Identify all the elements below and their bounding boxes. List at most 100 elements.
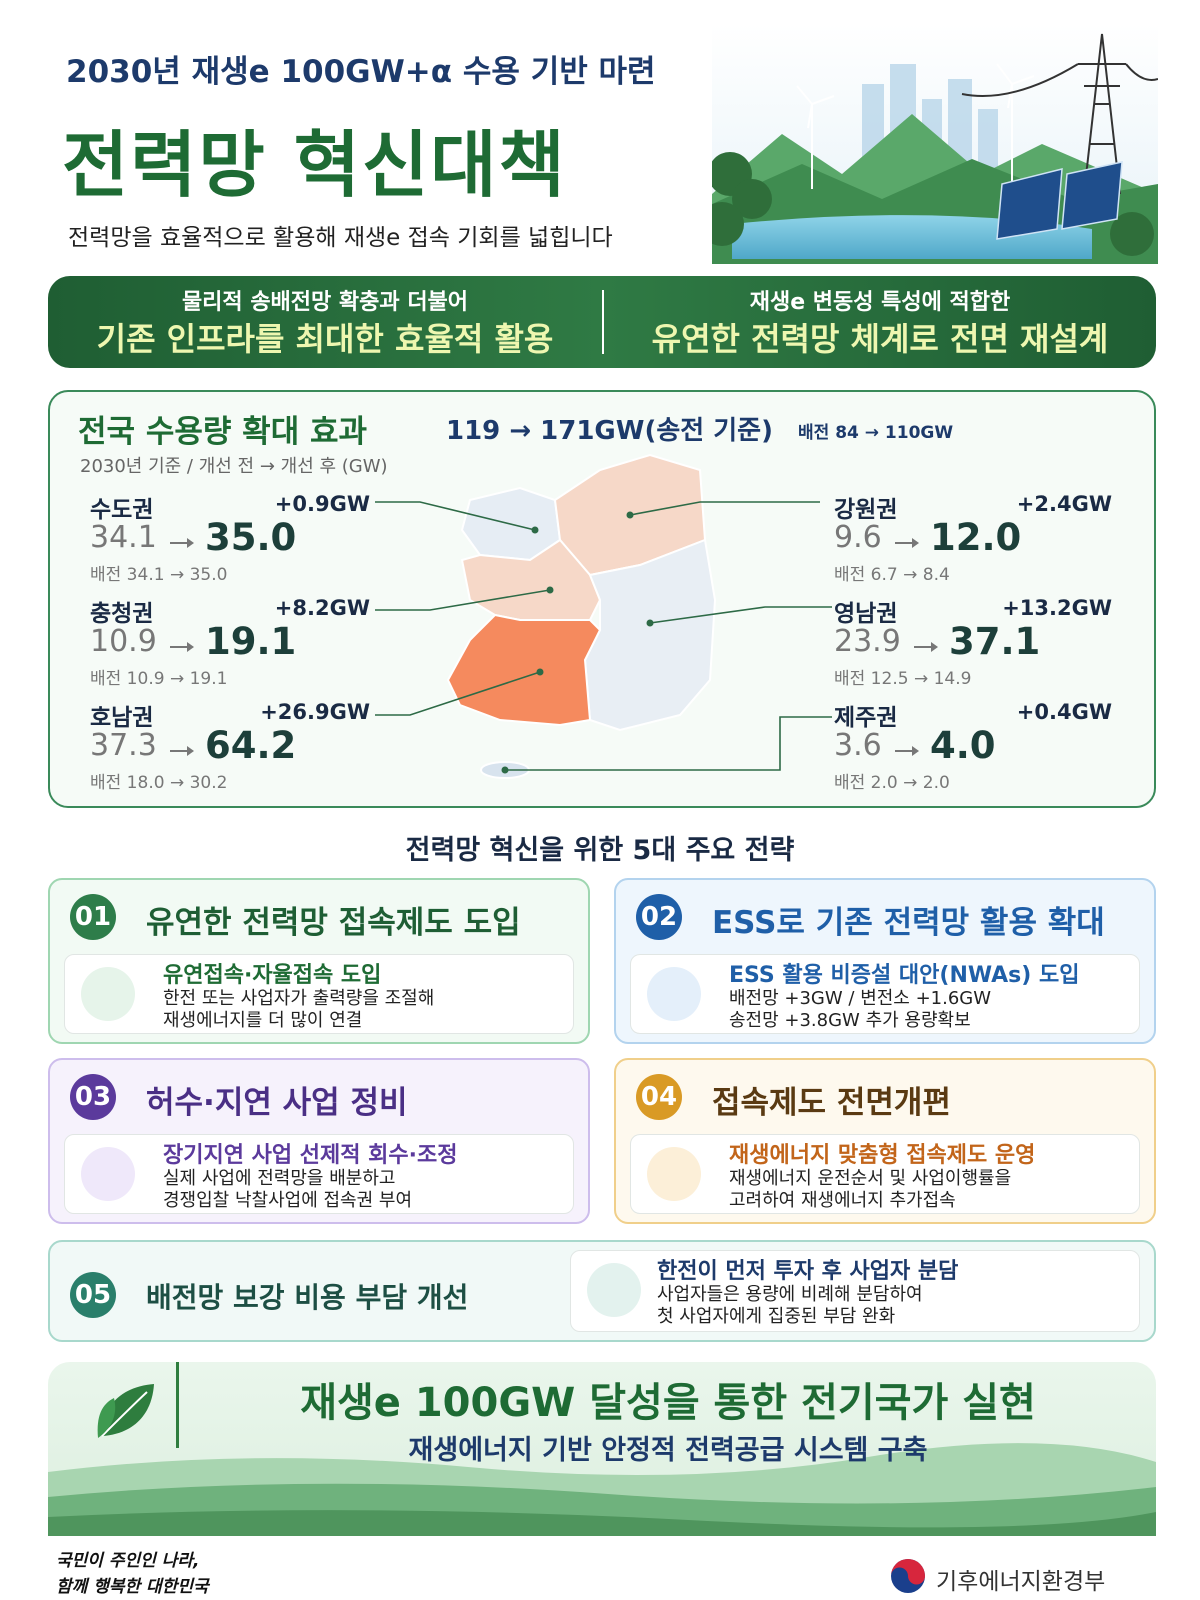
strategy-title: 허수·지연 사업 정비	[146, 1085, 408, 1121]
strategies-heading: 전력망 혁신을 위한 5대 주요 전략	[405, 835, 795, 866]
arrow	[895, 538, 919, 548]
strategy-detail: 장기지연 사업 선제적 회수·조정 실제 사업에 전력망을 배분하고 경쟁입찰 낙찰…	[64, 1134, 574, 1214]
strategy-icon	[81, 1147, 135, 1201]
arrow	[914, 642, 938, 652]
region-before: 9.6	[834, 520, 882, 555]
ministry-emblem	[891, 1559, 925, 1593]
korea-map	[375, 453, 832, 779]
region-gain: +26.9GW	[260, 700, 370, 724]
strategy-number: 01	[70, 894, 116, 940]
region-name: 호남권	[90, 705, 154, 731]
region-distribution: 배전 18.0 → 30.2	[90, 773, 228, 793]
strategy-item-title: 한전이 먼저 투자 후 사업자 분담	[657, 1259, 959, 1284]
strategy-title: ESS로 기존 전력망 활용 확대	[712, 905, 1105, 941]
region-gain: +2.4GW	[1016, 492, 1112, 516]
strategy-line: 경쟁입찰 낙찰사업에 접속권 부여	[163, 1190, 413, 1211]
leaf-icon	[97, 1384, 154, 1438]
banner-lead: 재생e 변동성 특성에 적합한	[749, 290, 1011, 315]
region-distribution: 배전 6.7 → 8.4	[834, 565, 950, 585]
region-after: 4.0	[930, 724, 996, 767]
strategy-icon	[647, 1147, 701, 1201]
capacity-distribution: 배전 84 → 110GW	[798, 423, 954, 443]
strategy-line: 한전 또는 사업자가 출력량을 조절해	[163, 988, 435, 1009]
region-name: 강원권	[834, 497, 898, 523]
region-name: 제주권	[834, 705, 898, 731]
strategy-item-title: ESS 활용 비증설 대안(NWAs) 도입	[729, 963, 1080, 988]
region-name: 수도권	[90, 497, 154, 523]
capacity-note: 2030년 기준 / 개선 전 → 개선 후 (GW)	[80, 456, 388, 477]
conclusion-panel	[48, 1362, 1156, 1536]
region-distribution: 배전 12.5 → 14.9	[834, 669, 972, 689]
banner-lead: 물리적 송배전망 확충과 더불어	[181, 290, 469, 315]
strategy-line: 재생에너지를 더 많이 연결	[163, 1010, 363, 1031]
header-tagline: 전력망을 효율적으로 활용해 재생e 접속 기회를 넓힙니다	[68, 225, 613, 251]
strategy-icon	[647, 967, 701, 1021]
region-gain: +0.9GW	[274, 492, 370, 516]
header-illustration	[712, 24, 1158, 264]
banner-divider	[602, 290, 604, 354]
region-gain: +8.2GW	[274, 596, 370, 620]
region-before: 23.9	[834, 624, 901, 659]
strategy-item-title: 장기지연 사업 선제적 회수·조정	[163, 1143, 458, 1168]
capacity-total: 119 → 171GW(송전 기준)	[446, 416, 773, 446]
conclusion-divider	[176, 1362, 179, 1448]
header-title: 전력망 혁신대책	[62, 123, 567, 207]
region-name: 충청권	[90, 601, 154, 627]
strategy-card: 04 접속제도 전면개편 재생에너지 맞춤형 접속제도 운영 재생에너지 운전순서 및…	[614, 1058, 1156, 1224]
strategy-number: 05	[70, 1272, 116, 1318]
strategy-detail: 유연접속·자율접속 도입 한전 또는 사업자가 출력량을 조절해 재생에너지를 더 …	[64, 954, 574, 1034]
strategy-number: 03	[70, 1074, 116, 1120]
strategy-line: 첫 사업자에게 집중된 부담 완화	[657, 1306, 896, 1327]
banner-main: 기존 인프라를 최대한 효율적 활용	[96, 320, 554, 358]
region-distribution: 배전 2.0 → 2.0	[834, 773, 950, 793]
footer-slogan: 국민이 주인인 나라, 함께 행복한 대한민국	[56, 1548, 209, 1600]
strategy-line: 고려하여 재생에너지 추가접속	[729, 1190, 956, 1211]
arrow	[170, 538, 194, 548]
strategy-card: 05 배전망 보강 비용 부담 개선 한전이 먼저 투자 후 사업자 분담 사업자들은…	[48, 1240, 1156, 1342]
conclusion-main: 재생e 100GW 달성을 통한 전기국가 실현	[300, 1380, 1036, 1426]
region-before: 10.9	[90, 624, 157, 659]
strategy-number: 04	[636, 1074, 682, 1120]
region-after: 12.0	[930, 516, 1022, 559]
strategy-line: 실제 사업에 전력망을 배분하고	[163, 1168, 396, 1189]
header-subtitle: 2030년 재생e 100GW+α 수용 기반 마련	[66, 54, 656, 90]
ministry-name: 기후에너지환경부	[936, 1569, 1106, 1595]
region-before: 37.3	[90, 728, 157, 763]
region-after: 19.1	[205, 620, 297, 663]
region-after: 37.1	[949, 620, 1041, 663]
strategy-line: 송전망 +3.8GW 추가 용량확보	[729, 1010, 971, 1031]
strategy-title: 접속제도 전면개편	[712, 1085, 951, 1121]
region-before: 3.6	[834, 728, 882, 763]
region-distribution: 배전 34.1 → 35.0	[90, 565, 228, 585]
region-after: 64.2	[205, 724, 297, 767]
strategy-detail: ESS 활용 비증설 대안(NWAs) 도입 배전망 +3GW / 변전소 +1.…	[630, 954, 1140, 1034]
strategy-icon	[81, 967, 135, 1021]
region-gain: +13.2GW	[1002, 596, 1112, 620]
region-before: 34.1	[90, 520, 157, 555]
strategy-detail: 한전이 먼저 투자 후 사업자 분담 사업자들은 용량에 비례해 분담하여 첫 사업…	[570, 1250, 1140, 1332]
capacity-title: 전국 수용량 확대 효과	[78, 414, 368, 450]
strategy-number: 02	[636, 894, 682, 940]
region-after: 35.0	[205, 516, 297, 559]
strategy-title: 배전망 보강 비용 부담 개선	[146, 1281, 469, 1314]
strategy-icon	[587, 1263, 641, 1317]
arrow	[170, 746, 194, 756]
banner-main: 유연한 전력망 체계로 전면 재설계	[651, 320, 1109, 358]
region-gain: +0.4GW	[1016, 700, 1112, 724]
strategy-title: 유연한 전력망 접속제도 도입	[146, 905, 521, 941]
strategy-item-title: 재생에너지 맞춤형 접속제도 운영	[729, 1143, 1036, 1168]
conclusion-sub: 재생에너지 기반 안정적 전력공급 시스템 구축	[408, 1435, 928, 1466]
region-honam	[446, 613, 602, 727]
arrow	[895, 746, 919, 756]
strategy-item-title: 유연접속·자율접속 도입	[163, 963, 382, 988]
arrow	[170, 642, 194, 652]
slogan-line: 국민이 주인인 나라,	[56, 1551, 200, 1571]
leader-lines	[375, 501, 832, 771]
region-distribution: 배전 10.9 → 19.1	[90, 669, 228, 689]
hills	[48, 1443, 1156, 1536]
